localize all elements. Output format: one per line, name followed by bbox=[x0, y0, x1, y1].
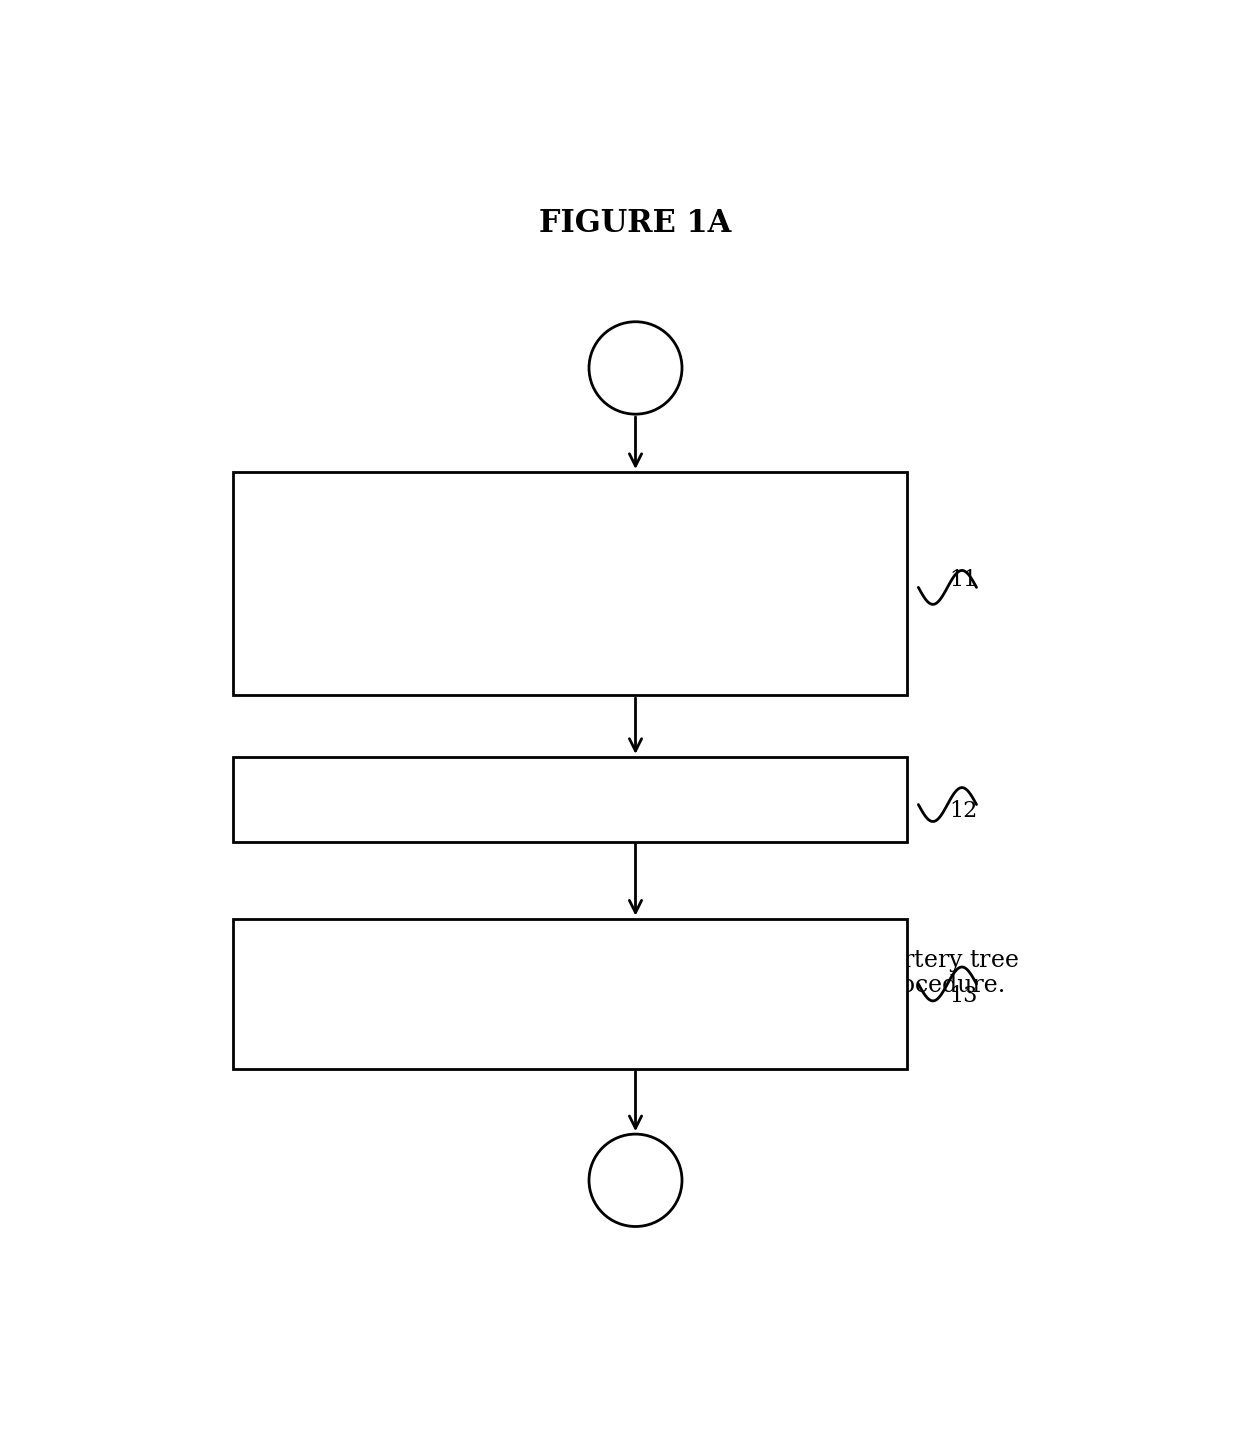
Bar bbox=[233, 472, 906, 695]
Bar bbox=[233, 918, 906, 1068]
Text: FIGURE 1A: FIGURE 1A bbox=[539, 209, 732, 239]
Text: $\sum_{i=1}^{N}\|\Psi_i RX - I_i P_i\|_{2,1}.$: $\sum_{i=1}^{N}\|\Psi_i RX - I_i P_i\|_{… bbox=[250, 561, 577, 662]
Text: 13: 13 bbox=[950, 984, 978, 1007]
Text: 12: 12 bbox=[950, 799, 977, 822]
Text: 2D images by minimizing cost function: 2D images by minimizing cost function bbox=[254, 526, 720, 549]
Bar bbox=[233, 756, 906, 841]
Text: Register points of 3D coronary artery tree to: Register points of 3D coronary artery tr… bbox=[254, 498, 792, 521]
Text: Use $R^*$ to align 3D centerline model of the coronary artery tree: Use $R^*$ to align 3D centerline model o… bbox=[254, 944, 1019, 977]
Text: 11: 11 bbox=[950, 569, 977, 591]
Text: Round a solution $R$ to a nearest orthogonal matrix $R^*$.: Round a solution $R$ to a nearest orthog… bbox=[254, 784, 903, 815]
Text: with 2D fluoroscopic images acquired during a PCI procedure.: with 2D fluoroscopic images acquired dur… bbox=[254, 974, 1006, 997]
